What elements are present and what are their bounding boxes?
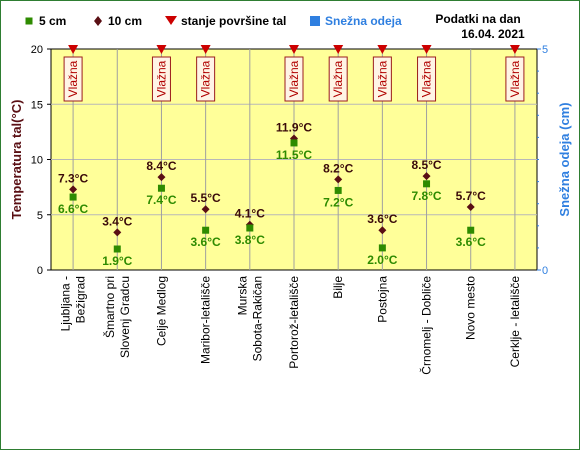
surface-state-badge — [151, 56, 171, 102]
surface-state-badge — [328, 56, 348, 102]
category-label: Slovenj Gradcu — [118, 276, 132, 358]
surface-marker — [333, 45, 344, 54]
surface-state-badge — [196, 56, 216, 102]
surface-state-label: Vlažna — [508, 60, 522, 97]
point-5cm — [423, 180, 431, 188]
y-tick-label: 10 — [31, 155, 43, 167]
surface-state-badge — [284, 56, 304, 102]
label-5cm: 3.6°C — [191, 235, 221, 249]
category-label: Ljubljana - — [59, 276, 73, 331]
label-5cm: 7.8°C — [411, 189, 441, 203]
label-5cm: 7.2°C — [323, 195, 353, 209]
label-5cm: 3.6°C — [456, 235, 486, 249]
point-5cm — [246, 224, 254, 232]
point-5cm — [69, 193, 77, 201]
legend-t10-label: 10 cm — [108, 14, 142, 28]
right-tick-label: 5 — [542, 44, 548, 56]
category-label: Črnomelj - Dobliče — [419, 276, 434, 375]
point-10cm — [157, 173, 166, 182]
surface-marker — [200, 45, 211, 54]
surface-marker — [289, 45, 299, 54]
category-label: Celje Medlog — [154, 276, 168, 346]
header-line-1: Podatki na dan — [435, 12, 520, 26]
surface-marker — [68, 45, 79, 54]
legend-snow-icon — [310, 16, 320, 26]
surface-state-badge — [63, 56, 83, 102]
category-label: Šmartno pri — [102, 276, 117, 338]
label-5cm: 2.0°C — [367, 253, 397, 267]
category-label: Bilje — [331, 276, 345, 299]
label-5cm: 7.4°C — [146, 193, 176, 207]
y-tick-label: 15 — [31, 99, 43, 111]
category-label: Portorož-letališče — [287, 276, 301, 369]
label-5cm: 6.6°C — [58, 202, 88, 216]
label-5cm: 1.9°C — [102, 254, 132, 268]
surface-state-label: Vlažna — [154, 60, 168, 97]
label-5cm: 11.5°C — [276, 148, 312, 162]
surface-state-label: Vlažna — [420, 60, 434, 97]
label-10cm: 3.4°C — [102, 214, 132, 228]
point-5cm — [290, 139, 298, 147]
point-10cm — [422, 172, 431, 181]
category-label: Novo mesto — [464, 276, 478, 340]
point-5cm — [378, 244, 386, 252]
y-tick-label: 5 — [37, 210, 43, 222]
legend-t5-icon — [25, 17, 33, 25]
label-10cm: 3.6°C — [367, 212, 397, 226]
label-10cm: 5.7°C — [456, 189, 486, 203]
surface-state-label: Vlažna — [66, 60, 80, 97]
y-axis-title: Temperatura tal(°C) — [9, 100, 24, 220]
surface-state-label: Vlažna — [287, 60, 301, 97]
point-10cm — [201, 205, 210, 214]
point-10cm — [334, 175, 343, 184]
category-label: Sobota-Rakičan — [250, 276, 264, 361]
point-5cm — [334, 186, 342, 194]
surface-marker — [156, 45, 167, 54]
category-label: Maribor-letališče — [199, 276, 213, 364]
surface-state-label: Vlažna — [375, 60, 389, 97]
legend-surface-icon — [165, 16, 177, 25]
label-5cm: 3.8°C — [235, 233, 265, 247]
legend-surface-label: stanje površine tal — [181, 14, 286, 28]
surface-state-label: Vlažna — [199, 60, 213, 97]
category-label: Postojna — [375, 276, 389, 323]
surface-marker — [421, 45, 432, 54]
point-10cm — [466, 203, 475, 212]
legend-snow-label: Snežna odeja — [325, 14, 402, 28]
category-label: Bežigrad — [74, 276, 88, 323]
legend-t5-label: 5 cm — [39, 14, 66, 28]
category-label: Murska — [235, 276, 249, 316]
label-10cm: 4.1°C — [235, 207, 265, 221]
label-10cm: 8.5°C — [411, 158, 441, 172]
point-10cm — [69, 185, 78, 194]
point-5cm — [467, 226, 475, 234]
point-5cm — [157, 184, 165, 192]
category-label: Cerklje - letališče — [508, 276, 522, 368]
right-tick-label: 0 — [542, 265, 548, 277]
label-10cm: 7.3°C — [58, 171, 88, 185]
surface-state-badge — [372, 56, 392, 102]
surface-state-label: Vlažna — [331, 60, 345, 97]
y-tick-label: 20 — [31, 44, 43, 56]
right-axis-title: Snežna odeja (cm) — [557, 102, 572, 216]
surface-marker — [377, 45, 388, 54]
point-10cm — [378, 226, 387, 235]
label-10cm: 8.4°C — [146, 159, 176, 173]
surface-state-badge — [505, 56, 525, 102]
label-10cm: 5.5°C — [191, 191, 221, 205]
point-5cm — [113, 245, 121, 253]
header-line-2: 16.04. 2021 — [461, 27, 525, 41]
point-10cm — [113, 228, 122, 237]
y-tick-label: 0 — [37, 265, 43, 277]
point-5cm — [202, 226, 210, 234]
surface-marker — [509, 45, 520, 54]
label-10cm: 8.2°C — [323, 161, 353, 175]
surface-state-badge — [417, 56, 437, 102]
legend-t10-icon — [94, 16, 102, 26]
label-10cm: 11.9°C — [276, 121, 312, 135]
